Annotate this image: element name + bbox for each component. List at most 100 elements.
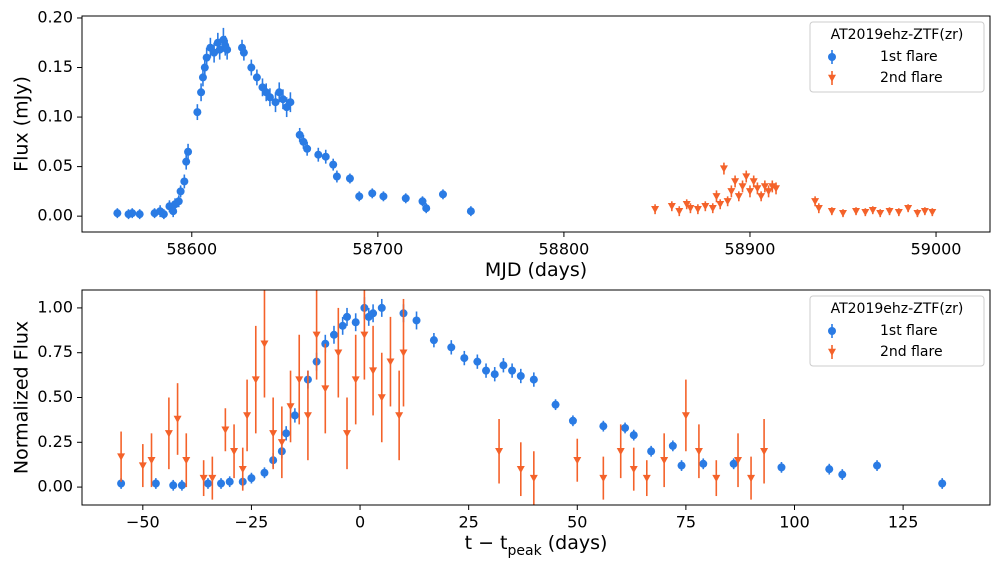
marker bbox=[314, 150, 323, 159]
marker bbox=[438, 190, 447, 199]
marker bbox=[412, 316, 421, 325]
marker bbox=[825, 465, 834, 474]
marker bbox=[599, 474, 608, 483]
marker bbox=[217, 479, 226, 488]
marker bbox=[303, 412, 312, 420]
marker bbox=[716, 201, 725, 209]
marker bbox=[135, 210, 144, 219]
marker bbox=[338, 321, 347, 330]
marker bbox=[418, 197, 427, 206]
marker bbox=[159, 210, 168, 219]
marker bbox=[682, 201, 691, 209]
marker bbox=[920, 207, 929, 216]
marker bbox=[369, 309, 378, 318]
marker bbox=[460, 354, 469, 363]
marker bbox=[551, 400, 560, 409]
marker bbox=[839, 209, 848, 218]
marker bbox=[329, 160, 338, 169]
x-axis-label-part: MJD (days) bbox=[485, 259, 587, 281]
marker bbox=[343, 430, 352, 438]
marker bbox=[243, 412, 252, 420]
marker bbox=[329, 330, 338, 339]
marker bbox=[174, 197, 183, 206]
marker bbox=[203, 479, 212, 488]
marker bbox=[182, 157, 191, 166]
marker bbox=[197, 88, 206, 97]
marker bbox=[422, 204, 431, 213]
marker bbox=[225, 477, 234, 486]
marker bbox=[117, 479, 126, 488]
marker bbox=[699, 459, 708, 468]
marker bbox=[814, 205, 823, 213]
marker bbox=[772, 185, 781, 193]
x-tick-label: 58800 bbox=[538, 240, 589, 259]
x-axis-label: t − tpeak (days) bbox=[465, 532, 608, 560]
marker bbox=[482, 366, 491, 375]
marker bbox=[904, 205, 913, 213]
marker bbox=[369, 367, 378, 375]
x-axis-label: MJD (days) bbox=[485, 259, 587, 281]
marker bbox=[667, 203, 676, 211]
marker bbox=[151, 479, 160, 488]
marker bbox=[173, 415, 182, 423]
marker bbox=[275, 88, 284, 97]
marker bbox=[495, 448, 504, 456]
x-tick-label: 0 bbox=[355, 513, 365, 532]
legend-label: 1st flare bbox=[880, 323, 938, 339]
marker bbox=[113, 209, 122, 218]
marker bbox=[286, 403, 295, 411]
y-tick-label: 0.50 bbox=[37, 387, 73, 406]
marker bbox=[731, 178, 740, 186]
marker bbox=[811, 198, 820, 206]
marker bbox=[198, 73, 207, 82]
marker bbox=[247, 63, 256, 72]
marker bbox=[184, 147, 193, 156]
marker bbox=[642, 474, 651, 483]
marker bbox=[269, 430, 278, 438]
legend-label: 1st flare bbox=[880, 49, 938, 65]
legend-label: 2nd flare bbox=[880, 344, 943, 360]
marker bbox=[838, 470, 847, 479]
marker bbox=[712, 474, 721, 483]
marker bbox=[177, 481, 186, 490]
marker bbox=[573, 457, 582, 465]
marker bbox=[660, 457, 669, 465]
marker bbox=[516, 372, 525, 380]
marker bbox=[738, 183, 747, 191]
legend-box bbox=[809, 21, 985, 93]
marker bbox=[395, 412, 404, 420]
marker bbox=[764, 188, 773, 196]
x-tick-label: 58900 bbox=[725, 240, 776, 259]
y-tick-label: 0.10 bbox=[37, 107, 73, 126]
marker bbox=[729, 459, 738, 468]
marker bbox=[180, 177, 189, 186]
marker bbox=[386, 358, 395, 366]
marker bbox=[147, 457, 156, 465]
marker bbox=[360, 331, 369, 339]
marker bbox=[894, 208, 903, 217]
legend-title: AT2019ehz-ZTF(zr) bbox=[831, 301, 964, 317]
x-tick-label: 50 bbox=[567, 513, 587, 532]
marker bbox=[694, 448, 703, 456]
marker bbox=[599, 422, 608, 431]
marker bbox=[176, 187, 185, 196]
marker bbox=[277, 439, 286, 447]
marker bbox=[938, 479, 947, 488]
marker bbox=[499, 361, 508, 370]
marker bbox=[760, 183, 769, 191]
marker bbox=[334, 349, 343, 357]
marker bbox=[223, 45, 232, 54]
marker bbox=[238, 465, 247, 474]
marker bbox=[693, 206, 702, 214]
marker bbox=[303, 144, 312, 153]
marker bbox=[377, 394, 386, 402]
marker bbox=[312, 331, 321, 339]
marker bbox=[252, 73, 261, 82]
marker bbox=[332, 172, 341, 181]
marker bbox=[719, 165, 728, 173]
marker bbox=[777, 463, 786, 472]
marker bbox=[351, 318, 360, 327]
axes-frame bbox=[81, 15, 991, 233]
marker bbox=[247, 474, 256, 483]
marker bbox=[529, 375, 538, 384]
